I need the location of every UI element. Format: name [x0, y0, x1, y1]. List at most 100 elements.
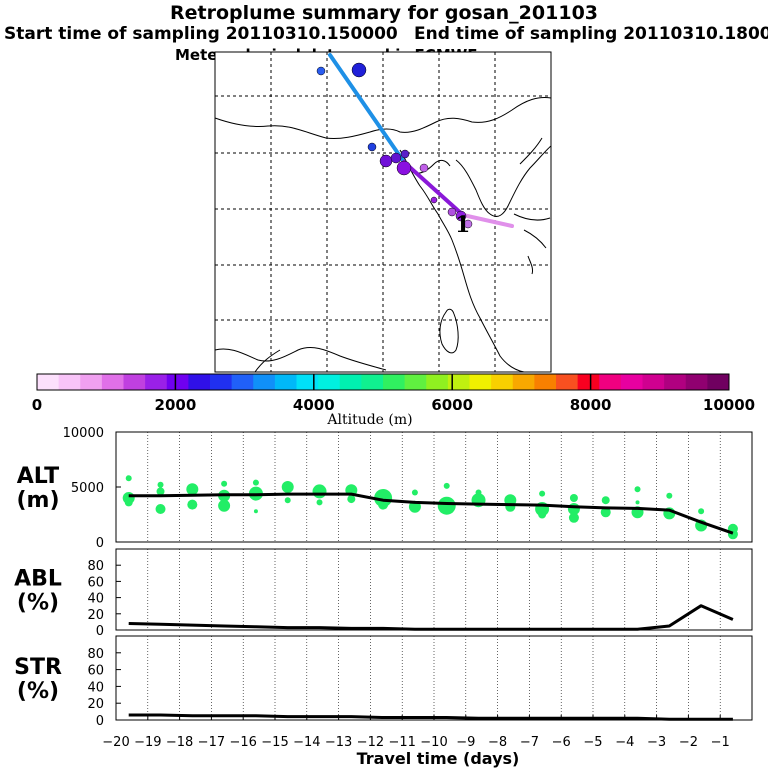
colorbar-bin: [58, 374, 81, 390]
y-tick-label: 80: [87, 647, 104, 662]
y-tick-label: 10000: [63, 426, 104, 441]
altitude-scatter-point: [698, 508, 705, 515]
colorbar-bin: [274, 374, 297, 390]
panel-unit: (m): [16, 488, 59, 513]
y-tick-label: 5000: [71, 481, 104, 496]
x-tick-label: −14: [293, 735, 320, 750]
colorbar-bin: [599, 374, 622, 390]
altitude-scatter-point: [569, 494, 578, 502]
altitude-scatter-point: [316, 499, 323, 506]
altitude-scatter-point: [186, 483, 199, 496]
x-tick-label: −10: [420, 735, 447, 750]
altitude-scatter-point: [601, 496, 610, 505]
altitude-scatter-point: [281, 481, 294, 493]
colorbar-bin: [447, 374, 470, 390]
y-tick-label: 20: [87, 608, 104, 623]
end-time-label: End time of sampling 20110310.180000: [414, 24, 768, 44]
time-series-panels: 0500010000ALT(m)020406080ABL(%)020406080…: [14, 426, 753, 768]
panel-unit: (%): [17, 591, 59, 616]
trajectory-lines: [328, 53, 514, 228]
x-tick-label: −3: [647, 735, 666, 750]
colorbar-bin: [361, 374, 384, 390]
panel-alt: 0 5000 10000 ALT(m): [16, 426, 753, 551]
altitude-scatter-point: [284, 497, 291, 504]
trajectory-segment-0: [328, 53, 406, 164]
colorbar-frame: [36, 373, 730, 391]
trajectory-segment-2: [461, 213, 514, 228]
colorbar-bin: [318, 374, 341, 390]
colorbar-bin: [253, 374, 276, 390]
x-tick-label: −7: [520, 735, 539, 750]
x-tick-label: −15: [261, 735, 288, 750]
colorbar-bin: [685, 374, 708, 390]
colorbar-bin: [707, 374, 730, 390]
altitude-scatter-point: [157, 481, 164, 488]
colorbar-bin: [210, 374, 233, 390]
altitude-scatter-point: [187, 499, 198, 510]
map-gridlines: [215, 52, 551, 372]
y-tick-label: 0: [96, 536, 104, 551]
x-tick-label: −1: [711, 735, 730, 750]
x-tick-label: −13: [325, 735, 352, 750]
y-tick-label: 80: [87, 559, 104, 574]
x-tick-label: −17: [198, 735, 225, 750]
altitude-scatter-point: [156, 487, 165, 496]
panel-label: ABL: [14, 567, 62, 592]
colorbar-label: Altitude (m): [326, 412, 412, 428]
y-tick-label: 60: [87, 575, 104, 590]
x-tick-label: −11: [388, 735, 415, 750]
colorbar-bin: [145, 374, 168, 390]
x-tick-label: −16: [229, 735, 256, 750]
colorbar-bin: [383, 374, 406, 390]
colorbar-bin: [642, 374, 665, 390]
altitude-scatter-point: [347, 495, 356, 504]
colorbar-bin: [339, 374, 362, 390]
x-axis-label: Travel time (days): [357, 749, 520, 768]
colorbar-tick-label: 10000: [703, 396, 755, 414]
colorbar-bin: [404, 374, 427, 390]
y-tick-label: 40: [87, 680, 104, 695]
colorbar-bin: [231, 374, 254, 390]
altitude-scatter-point: [568, 512, 579, 523]
altitude-scatter-point: [411, 489, 418, 496]
x-tick-label: −8: [488, 735, 507, 750]
colorbar-tick-label: 2000: [155, 396, 197, 414]
trajectory-segment-1: [402, 160, 465, 217]
colorbar-bin: [534, 374, 557, 390]
altitude-scatter-point: [600, 507, 611, 518]
x-tick-label: −12: [357, 735, 384, 750]
colorbar-tick-labels: 0 2000 4000 6000 8000 10000: [32, 374, 755, 414]
altitude-scatter-point: [218, 499, 231, 512]
colorbar-bin: [512, 374, 535, 390]
colorbar-tick-label: 0: [32, 396, 42, 414]
colorbar-bin: [166, 374, 189, 390]
colorbar-bin: [491, 374, 514, 390]
altitude-scatter-point: [475, 489, 482, 496]
altitude-colorbar: [37, 374, 730, 390]
altitude-scatter-point: [124, 498, 133, 507]
altitude-scatter-point: [539, 490, 546, 497]
x-tick-label: −6: [552, 735, 571, 750]
series-line-alt: [128, 492, 734, 535]
altitude-scatter-point: [125, 475, 132, 482]
series-line-abl: [128, 604, 734, 631]
colorbar-bin: [469, 374, 492, 390]
y-tick-label: 40: [87, 592, 104, 607]
y-tick-label: 0: [96, 624, 104, 639]
x-tick-label: −20: [102, 735, 129, 750]
coastlines: [214, 97, 552, 373]
colorbar-tick-label: 6000: [431, 396, 473, 414]
start-time-label: Start time of sampling 20110310.150000: [4, 24, 398, 44]
x-tick-label: −2: [679, 735, 698, 750]
colorbar-bin: [188, 374, 211, 390]
colorbar-bin: [556, 374, 579, 390]
x-tick-label: −18: [166, 735, 193, 750]
panel-label: STR: [14, 655, 62, 680]
altitude-scatter-point: [538, 510, 547, 519]
altitude-scatter-point: [312, 484, 327, 499]
altitude-scatter-point: [252, 479, 259, 486]
colorbar-bin: [37, 374, 60, 390]
chart-title: Retroplume summary for gosan_201103: [169, 2, 599, 24]
